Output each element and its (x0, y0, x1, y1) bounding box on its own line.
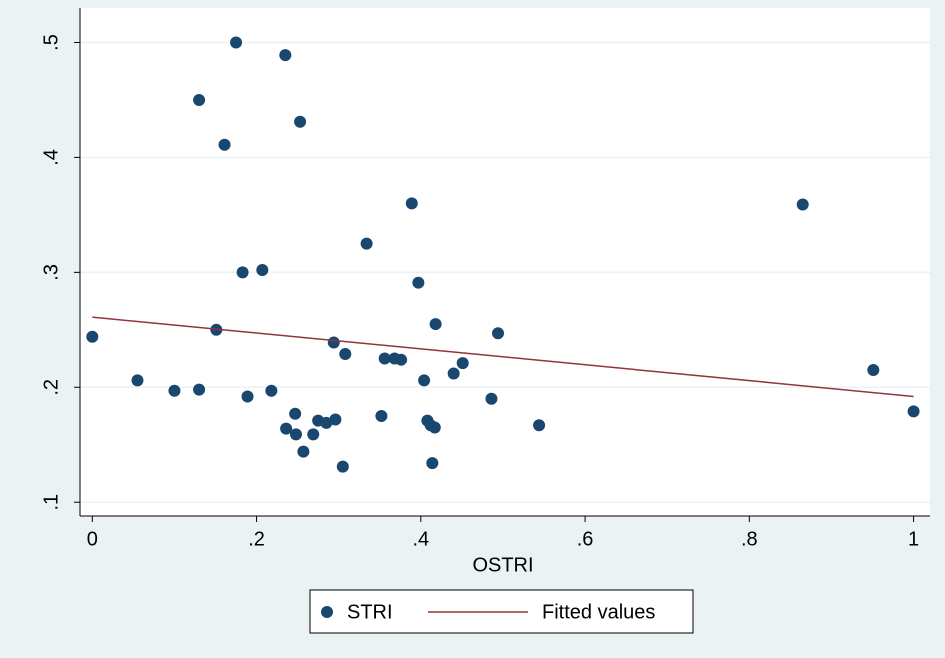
point (294, 115, 307, 128)
y-tick-label: .5 (40, 34, 62, 51)
point (395, 353, 408, 366)
x-axis-title: OSTRI (472, 554, 533, 576)
point (265, 384, 278, 397)
point (329, 413, 342, 426)
point (485, 392, 498, 405)
plot-area (80, 8, 930, 516)
point (418, 374, 431, 387)
y-tick-label: .3 (40, 264, 62, 281)
point (256, 264, 269, 277)
point (131, 374, 144, 387)
point (279, 49, 292, 62)
point (230, 36, 243, 49)
point (456, 357, 469, 370)
point (280, 422, 293, 435)
legend-marker (321, 606, 333, 618)
point (447, 367, 460, 380)
point (429, 318, 442, 331)
point (193, 383, 206, 396)
x-tick-label: .6 (577, 528, 594, 550)
x-tick-label: 0 (87, 528, 98, 550)
point (339, 347, 352, 360)
fitted-line (92, 316, 914, 398)
point (289, 428, 302, 441)
point (193, 93, 206, 106)
legend-label: Fitted values (542, 601, 655, 623)
point (378, 352, 391, 365)
point (236, 266, 249, 279)
point (168, 384, 181, 397)
x-tick-label: .2 (248, 528, 265, 550)
x-tick-label: 1 (908, 528, 919, 550)
x-tick-label: .4 (412, 528, 429, 550)
point (297, 445, 310, 458)
point (492, 327, 505, 340)
point (289, 407, 302, 420)
point (867, 364, 880, 377)
point (375, 410, 388, 423)
point (327, 336, 340, 349)
point (320, 416, 333, 429)
y-tick-label: .4 (40, 149, 62, 166)
x-tick-label: .8 (741, 528, 758, 550)
point (86, 330, 99, 343)
point (336, 460, 349, 473)
point (412, 276, 425, 289)
point (307, 428, 320, 441)
legend-label: STRI (347, 601, 393, 623)
point (426, 457, 439, 470)
point (428, 421, 441, 434)
point (405, 197, 418, 210)
point (907, 405, 920, 418)
point (218, 138, 231, 151)
point (533, 419, 546, 432)
point (241, 390, 254, 403)
point (360, 237, 373, 250)
y-tick-label: .2 (40, 379, 62, 396)
point (796, 198, 809, 211)
y-tick-label: .1 (40, 494, 62, 511)
